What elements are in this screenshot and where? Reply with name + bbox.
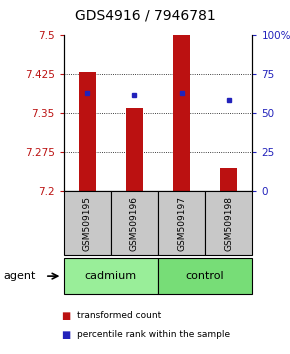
Text: GDS4916 / 7946781: GDS4916 / 7946781 xyxy=(75,9,215,23)
Bar xyxy=(126,108,143,191)
Text: ■: ■ xyxy=(61,311,70,321)
Text: GSM509195: GSM509195 xyxy=(83,195,92,251)
Bar xyxy=(79,72,96,191)
Text: GSM509198: GSM509198 xyxy=(224,195,233,251)
Text: agent: agent xyxy=(3,271,35,281)
Text: ■: ■ xyxy=(61,330,70,339)
Text: GSM509196: GSM509196 xyxy=(130,195,139,251)
Bar xyxy=(173,35,190,191)
Text: transformed count: transformed count xyxy=(77,311,161,320)
Text: control: control xyxy=(186,271,224,281)
Bar xyxy=(220,168,237,191)
Text: percentile rank within the sample: percentile rank within the sample xyxy=(77,330,230,339)
Text: GSM509197: GSM509197 xyxy=(177,195,186,251)
Text: cadmium: cadmium xyxy=(85,271,137,281)
